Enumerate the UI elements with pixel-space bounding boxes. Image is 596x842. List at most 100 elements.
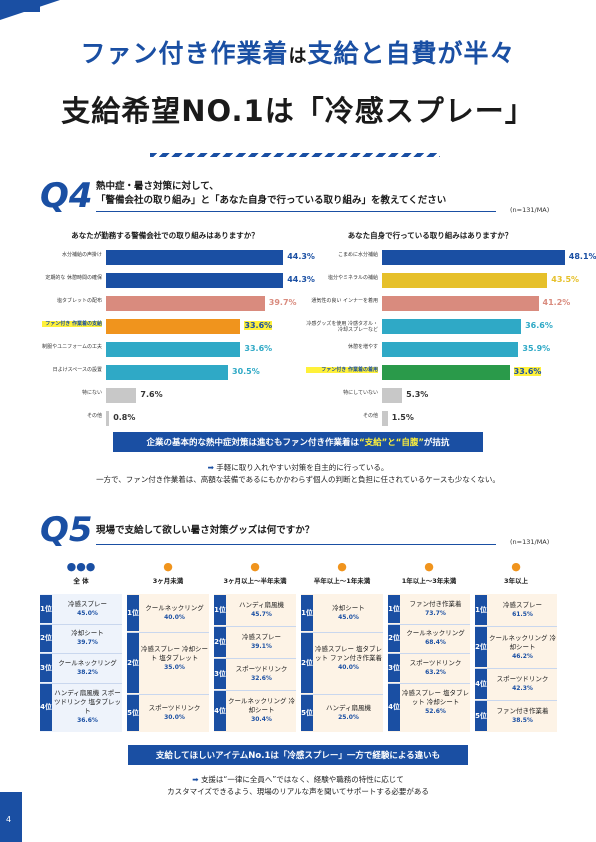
bar-label: 休憩を増やす xyxy=(347,344,378,350)
corner-decoration-bottom xyxy=(0,792,22,842)
q5-note-text1: 支援は“一律に全員へ”ではなく、経験や職務の特性に応じて xyxy=(200,775,404,784)
bar-value: 33.6% xyxy=(244,344,273,353)
bar xyxy=(106,365,228,380)
page-title-line1: ファン付き作業着は支給と自費が半々 xyxy=(0,34,596,70)
bar-value: 48.1% xyxy=(568,252,596,261)
rank-item-percent: 36.6% xyxy=(77,717,98,725)
person-icon: ● xyxy=(424,560,434,573)
person-icon: ● xyxy=(163,560,173,573)
rank-item-percent: 61.5% xyxy=(512,610,533,618)
bar xyxy=(106,319,241,334)
bar xyxy=(382,250,565,265)
title-text: 支給希望NO.1 xyxy=(61,94,265,128)
rank-item: ハンディ扇風機 45.7% xyxy=(227,601,296,619)
rank-item: クールネックリング 38.2% xyxy=(53,659,122,677)
bar-label: 冷感グッズを使用 冷感タオル・冷却スプレーなど xyxy=(306,321,378,333)
column-heading: 全 体 xyxy=(73,577,89,585)
rank-item-percent: 25.0% xyxy=(338,714,359,722)
q4-summary-text-end: が拮抗 xyxy=(423,438,450,448)
rank-item-name: 冷感スプレー 塩タブレット ファン付き作業着 xyxy=(314,645,383,662)
rank-badge: 1位 xyxy=(388,595,400,623)
bar-label: 日よけスペースの設置 xyxy=(52,367,102,373)
bar-value: 5.3% xyxy=(406,390,429,399)
rank-item-name: 冷却シート xyxy=(332,603,365,612)
q5-title: 現場で支給して欲しい暑さ対策グッズは何ですか？ xyxy=(96,525,315,536)
title-divider xyxy=(150,153,440,157)
rank-item-name: スポーツドリンク xyxy=(148,704,201,713)
bar-label: 通気性の良い インナーを着用 xyxy=(311,298,378,304)
rank-badge: 2位 xyxy=(40,624,52,653)
rank-divider xyxy=(388,653,470,655)
rank-item-name: 冷感スプレー xyxy=(242,632,281,641)
bar-value: 33.6% xyxy=(244,321,273,330)
q4-left-heading: あなたが勤務する警備会社での取り組みはありますか？ xyxy=(71,231,259,240)
title-highlight: ファン付き作業着 xyxy=(80,39,289,68)
bar-value: 0.8% xyxy=(113,413,136,422)
page-title-line2: 支給希望NO.1は「冷感スプレー」 xyxy=(0,88,596,130)
q4-title-line1: 熱中症・暑さ対策に対して、 xyxy=(96,181,219,192)
bar-label: 特にしていない xyxy=(343,390,378,396)
rank-item-percent: 46.2% xyxy=(512,652,533,660)
rank-item-name: スポーツドリンク xyxy=(496,675,549,684)
rank-item: ハンディ扇風機 25.0% xyxy=(314,704,383,722)
rank-item: ファン付き作業着 73.7% xyxy=(401,600,470,618)
person-icon: ● xyxy=(250,560,260,573)
q4-note-line2: 一方で、ファン付き作業着は、高額な装備であるにもかかわらず個人の判断と負担に任さ… xyxy=(96,475,500,484)
bar-label: 定期的な 休憩時間の確保 xyxy=(45,275,102,281)
rank-badge: 2位 xyxy=(127,632,139,694)
rank-item: 冷感スプレー 61.5% xyxy=(488,601,557,619)
rank-item-name: ハンディ扇風機 xyxy=(238,600,285,609)
rank-item-name: 冷感スプレー xyxy=(68,599,107,608)
q5-rule xyxy=(96,544,496,545)
rank-item: クールネックリング 68.4% xyxy=(401,629,470,647)
column-heading: 3ヶ月以上～半年未満 xyxy=(223,577,287,585)
rank-badge: 3位 xyxy=(388,654,400,682)
rank-item-name: クールネックリング xyxy=(406,629,465,638)
rank-item-percent: 52.6% xyxy=(425,708,446,716)
q4-right-heading: あなた自身で行っている取り組みはありますか？ xyxy=(347,231,513,240)
bar xyxy=(382,388,403,403)
bar-value: 1.5% xyxy=(391,413,414,422)
rank-item: クールネックリング 冷却シート 30.4% xyxy=(227,697,296,724)
rank-badge: 5位 xyxy=(475,701,487,731)
rank-divider xyxy=(475,700,557,702)
q4-rule xyxy=(96,211,496,212)
column-heading: 3年以上 xyxy=(503,577,529,585)
rank-divider xyxy=(127,694,209,696)
rank-item-percent: 32.6% xyxy=(251,674,272,682)
rank-item-name: 冷感スプレー 塩タブレット 冷却シート xyxy=(401,689,470,707)
rank-divider xyxy=(214,625,296,627)
rank-badge: 4位 xyxy=(214,690,226,731)
group-icon: ●●● xyxy=(66,560,96,573)
rank-badge: 3位 xyxy=(214,658,226,689)
rank-item-name: クールネックリング xyxy=(58,658,117,667)
rank-item: 冷感スプレー 39.1% xyxy=(227,633,296,651)
q4-summary-text: 企業の基本的な熱中症対策は進むもファン付き作業着は xyxy=(146,438,360,448)
q4-note-text1: 手軽に取り入れやすい対策を自主的に行っている。 xyxy=(216,463,389,472)
rank-item: 冷却シート 39.7% xyxy=(53,629,122,647)
q4-label: Q4 xyxy=(40,176,93,216)
rank-item-percent: 40.0% xyxy=(164,613,185,621)
bar-label: 塩分やミネラルの補給 xyxy=(327,275,378,281)
rank-badge: 3位 xyxy=(40,654,52,682)
bar xyxy=(382,273,548,288)
bar-label: 特にない xyxy=(81,390,102,396)
rank-item-percent: 45.0% xyxy=(77,609,98,617)
rank-item: ファン付き作業着 38.5% xyxy=(488,707,557,725)
rank-item-percent: 45.7% xyxy=(251,610,272,618)
rank-item-percent: 30.4% xyxy=(251,716,272,724)
rank-column: 1位 ファン付き作業着 73.7% 2位 クールネックリング 68.4% 3位 スポーツドリン… xyxy=(388,594,470,732)
rank-badge: 4位 xyxy=(475,669,487,700)
person-icon: ● xyxy=(337,560,347,573)
rank-item: 冷感スプレー 塩タブレット ファン付き作業着 40.0% xyxy=(314,645,383,672)
rank-divider xyxy=(214,657,296,659)
bar-value: 7.6% xyxy=(140,390,163,399)
bar xyxy=(382,365,510,380)
rank-column: 1位 冷感スプレー 61.5% 2位 クールネックリング 冷却シート 46.2% 4位 スポー… xyxy=(475,594,557,732)
rank-badge: 1位 xyxy=(214,595,226,625)
rank-badge: 1位 xyxy=(301,595,313,631)
rank-badge: 2位 xyxy=(475,626,487,668)
rank-item: スポーツドリンク 42.3% xyxy=(488,675,557,693)
bar-value: 44.3% xyxy=(287,252,315,261)
bar-value: 35.9% xyxy=(522,344,551,353)
